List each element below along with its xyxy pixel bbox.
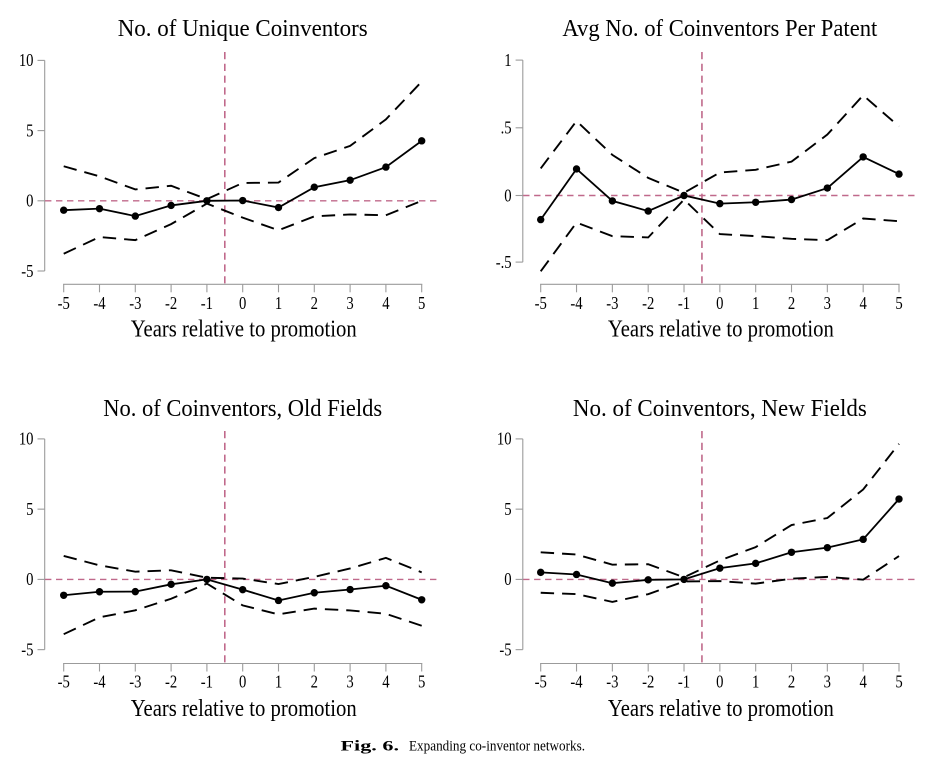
- svg-text:0: 0: [26, 569, 33, 589]
- svg-text:5: 5: [895, 293, 902, 313]
- svg-text:Years relative to promotion: Years relative to promotion: [608, 696, 834, 722]
- svg-text:3: 3: [346, 672, 353, 692]
- svg-text:-4: -4: [93, 293, 105, 313]
- svg-text:4: 4: [382, 293, 389, 313]
- svg-text:-2: -2: [165, 293, 177, 313]
- svg-text:0: 0: [504, 185, 511, 205]
- svg-text:-2: -2: [642, 672, 654, 692]
- svg-text:-2: -2: [642, 293, 654, 313]
- svg-text:0: 0: [716, 293, 723, 313]
- svg-text:Years relative to promotion: Years relative to promotion: [131, 317, 357, 343]
- svg-text:-3: -3: [129, 293, 141, 313]
- svg-text:5: 5: [418, 293, 425, 313]
- svg-text:5: 5: [26, 120, 33, 140]
- svg-text:-5: -5: [499, 639, 511, 659]
- svg-text:.5: .5: [501, 118, 512, 138]
- svg-text:5: 5: [504, 499, 511, 519]
- svg-text:5: 5: [418, 672, 425, 692]
- svg-text:1: 1: [504, 50, 511, 70]
- svg-text:0: 0: [716, 672, 723, 692]
- svg-text:3: 3: [346, 293, 353, 313]
- svg-text:-4: -4: [570, 293, 582, 313]
- svg-text:Expanding co-inventor networks: Expanding co-inventor networks.: [409, 739, 585, 755]
- svg-text:-3: -3: [129, 672, 141, 692]
- svg-text:10: 10: [19, 50, 34, 70]
- svg-text:3: 3: [824, 672, 831, 692]
- svg-text:1: 1: [275, 293, 282, 313]
- svg-text:No. of Coinventors, Old Fields: No. of Coinventors, Old Fields: [103, 396, 382, 422]
- svg-text:-1: -1: [678, 672, 690, 692]
- svg-text:0: 0: [239, 672, 246, 692]
- svg-text:Years relative to promotion: Years relative to promotion: [131, 696, 357, 722]
- svg-text:-5: -5: [535, 293, 547, 313]
- svg-text:3: 3: [824, 293, 831, 313]
- svg-text:5: 5: [895, 672, 902, 692]
- svg-text:-5: -5: [58, 672, 70, 692]
- svg-text:4: 4: [382, 672, 389, 692]
- svg-text:-5: -5: [58, 293, 70, 313]
- svg-text:-1: -1: [201, 293, 213, 313]
- svg-text:-3: -3: [606, 293, 618, 313]
- svg-text:-4: -4: [570, 672, 582, 692]
- svg-text:-.5: -.5: [496, 252, 512, 272]
- svg-text:-2: -2: [165, 672, 177, 692]
- svg-text:-5: -5: [535, 672, 547, 692]
- svg-text:Avg No. of Coinventors Per Pat: Avg No. of Coinventors Per Patent: [562, 16, 877, 42]
- svg-text:No. of Unique Coinventors: No. of Unique Coinventors: [118, 16, 368, 42]
- svg-text:-1: -1: [678, 293, 690, 313]
- svg-text:-4: -4: [93, 672, 105, 692]
- svg-text:1: 1: [752, 672, 759, 692]
- svg-text:5: 5: [26, 499, 33, 519]
- svg-text:Years relative to promotion: Years relative to promotion: [608, 317, 834, 343]
- svg-text:1: 1: [752, 293, 759, 313]
- svg-text:Fig. 6.: Fig. 6.: [341, 739, 400, 755]
- svg-text:2: 2: [788, 293, 795, 313]
- svg-text:0: 0: [26, 191, 33, 211]
- svg-text:-5: -5: [21, 261, 33, 281]
- svg-text:0: 0: [239, 293, 246, 313]
- svg-text:2: 2: [311, 672, 318, 692]
- svg-text:10: 10: [19, 429, 34, 449]
- svg-text:-3: -3: [606, 672, 618, 692]
- svg-text:2: 2: [788, 672, 795, 692]
- svg-text:No. of Coinventors, New Fields: No. of Coinventors, New Fields: [573, 396, 867, 422]
- svg-text:10: 10: [497, 429, 512, 449]
- svg-text:-5: -5: [21, 639, 33, 659]
- svg-text:-1: -1: [201, 672, 213, 692]
- svg-text:4: 4: [860, 293, 867, 313]
- svg-text:4: 4: [860, 672, 867, 692]
- svg-text:0: 0: [504, 569, 511, 589]
- svg-text:1: 1: [275, 672, 282, 692]
- svg-text:2: 2: [311, 293, 318, 313]
